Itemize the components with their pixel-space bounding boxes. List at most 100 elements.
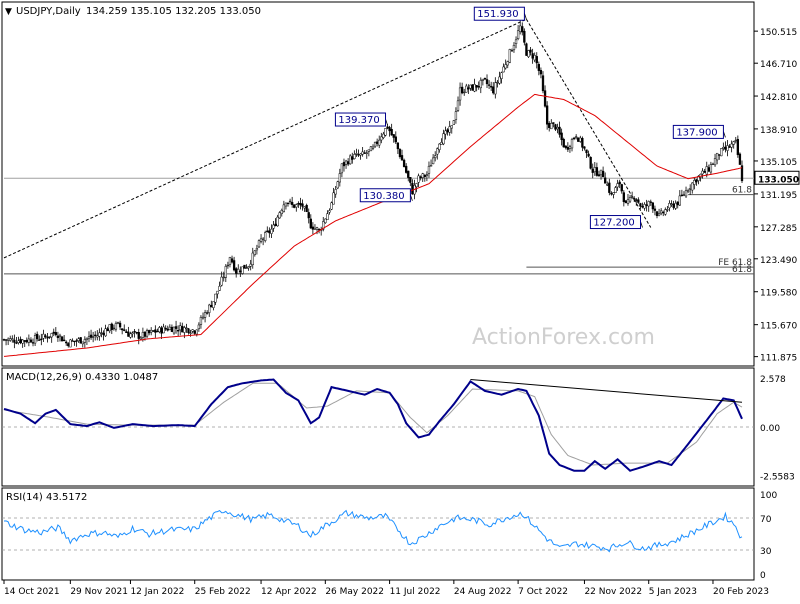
candle-body xyxy=(705,166,708,175)
candle xyxy=(328,208,331,215)
candle xyxy=(421,172,424,183)
candle-body xyxy=(108,324,111,332)
candle-body xyxy=(160,327,163,334)
candle xyxy=(608,178,611,196)
candle xyxy=(575,134,578,140)
candle xyxy=(492,82,495,95)
candle-body xyxy=(218,285,221,291)
candle xyxy=(527,49,530,59)
candle-body xyxy=(276,216,279,227)
candle xyxy=(264,230,267,243)
candle xyxy=(203,309,207,323)
candle-body xyxy=(637,199,640,203)
candle-body xyxy=(197,324,201,330)
candle xyxy=(121,328,124,335)
candle-body xyxy=(315,227,319,230)
candle xyxy=(293,204,296,209)
candle xyxy=(701,168,704,179)
candle-body xyxy=(618,181,621,185)
candle-body xyxy=(212,301,215,308)
candle xyxy=(585,149,588,159)
candle xyxy=(417,173,420,187)
candle xyxy=(392,134,395,143)
candle-body xyxy=(208,304,211,313)
candle xyxy=(311,222,315,235)
candle xyxy=(87,331,91,343)
candle-body xyxy=(454,111,458,120)
candle-body xyxy=(307,212,310,219)
rsi-tick-label-1: 70 xyxy=(760,515,772,525)
candle xyxy=(699,173,702,182)
candle xyxy=(361,147,364,157)
candle xyxy=(278,211,281,219)
price-label-box-2 xyxy=(359,188,411,203)
candle-body xyxy=(560,132,563,140)
candle xyxy=(346,158,350,167)
candle xyxy=(533,52,536,63)
candle-body xyxy=(660,210,663,214)
candle xyxy=(251,247,254,269)
candle-body xyxy=(597,174,601,177)
candle xyxy=(270,224,273,239)
candle xyxy=(587,150,590,158)
candle-body xyxy=(210,304,213,308)
candle xyxy=(286,202,290,207)
candle-body xyxy=(162,326,165,334)
candle xyxy=(618,179,621,189)
candle xyxy=(440,138,443,145)
date-tick-label-11: 20 Feb 2023 xyxy=(713,587,769,597)
candle xyxy=(158,326,161,334)
candle-body xyxy=(496,81,499,84)
candle xyxy=(713,153,717,167)
candle-body xyxy=(203,312,207,318)
candle xyxy=(253,250,256,257)
candle xyxy=(295,203,298,212)
candle-body xyxy=(398,149,402,158)
rsi-panel xyxy=(2,509,754,553)
candle-body xyxy=(251,252,254,266)
candle xyxy=(494,77,497,99)
candle xyxy=(726,139,729,157)
candle xyxy=(510,48,514,52)
candle xyxy=(320,226,323,236)
candle-body xyxy=(440,142,443,145)
candle-body xyxy=(537,64,540,71)
candle-body xyxy=(297,203,300,205)
candle-body xyxy=(60,336,64,342)
candle xyxy=(150,327,153,336)
candle xyxy=(81,341,84,348)
candle-body xyxy=(193,330,196,334)
candle xyxy=(411,179,414,195)
candle xyxy=(548,121,551,132)
candle-body xyxy=(711,163,715,166)
candle-body xyxy=(13,339,16,343)
candle-body xyxy=(232,260,236,271)
candle xyxy=(521,22,524,36)
candle xyxy=(125,329,128,333)
macd-panel xyxy=(2,378,754,472)
price-label-4: 137.900 xyxy=(676,127,717,138)
candle xyxy=(96,330,99,341)
candle xyxy=(291,196,294,208)
candle-body xyxy=(390,128,393,136)
candle-body xyxy=(535,56,538,64)
candle xyxy=(340,163,344,178)
candle xyxy=(288,198,292,205)
candle-body xyxy=(411,183,414,195)
candle xyxy=(589,156,592,170)
candle-body xyxy=(21,339,24,344)
candle-body xyxy=(328,210,331,213)
candle xyxy=(166,325,169,332)
candle-body xyxy=(645,204,648,206)
candle-body xyxy=(224,266,227,278)
candle-body xyxy=(641,206,644,208)
candle-body xyxy=(141,332,145,338)
price-tick-label-0: 150.515 xyxy=(760,28,797,38)
candle xyxy=(378,135,381,149)
candle xyxy=(736,135,740,158)
candle xyxy=(133,328,136,338)
candle xyxy=(579,135,582,143)
candle xyxy=(284,202,288,210)
candle xyxy=(170,324,174,332)
candle xyxy=(390,123,393,136)
